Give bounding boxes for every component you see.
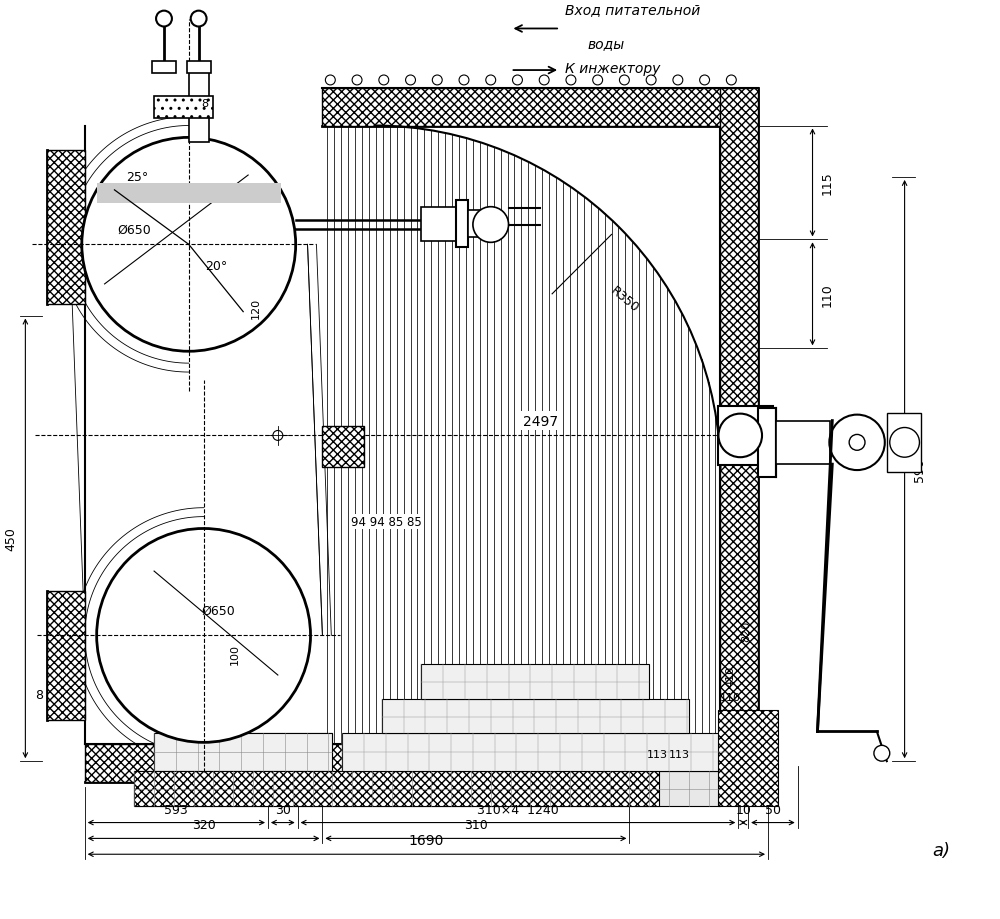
Text: R350: R350 bbox=[608, 284, 641, 315]
Bar bbox=[134, 771, 659, 806]
Text: 320: 320 bbox=[192, 819, 215, 832]
Circle shape bbox=[646, 76, 656, 85]
Circle shape bbox=[82, 138, 296, 352]
Circle shape bbox=[874, 745, 890, 761]
Circle shape bbox=[566, 76, 576, 85]
Text: 110: 110 bbox=[820, 283, 833, 306]
Text: Ø650: Ø650 bbox=[117, 223, 151, 237]
Circle shape bbox=[156, 12, 172, 28]
Text: 30: 30 bbox=[275, 803, 291, 816]
Bar bbox=[189, 64, 209, 143]
Circle shape bbox=[718, 414, 762, 458]
Bar bbox=[47, 151, 85, 304]
Text: 450: 450 bbox=[4, 527, 17, 550]
Text: Вход питательной: Вход питательной bbox=[565, 4, 700, 17]
Circle shape bbox=[890, 428, 919, 458]
Bar bbox=[47, 591, 85, 720]
Bar bbox=[187, 62, 211, 74]
Circle shape bbox=[325, 76, 335, 85]
Bar bbox=[134, 771, 720, 806]
Bar bbox=[776, 421, 830, 465]
Bar bbox=[154, 733, 332, 771]
Text: 593: 593 bbox=[164, 803, 188, 816]
Circle shape bbox=[829, 415, 885, 471]
Bar bbox=[342, 733, 728, 771]
Circle shape bbox=[432, 76, 442, 85]
Circle shape bbox=[849, 435, 865, 451]
Bar bbox=[718, 406, 773, 466]
Circle shape bbox=[191, 12, 207, 28]
Text: 50: 50 bbox=[765, 803, 781, 816]
Bar bbox=[85, 744, 758, 782]
Circle shape bbox=[352, 76, 362, 85]
Text: воды: воды bbox=[588, 38, 625, 51]
Text: 2497: 2497 bbox=[523, 414, 558, 428]
Text: 310×4  1240: 310×4 1240 bbox=[477, 803, 559, 816]
Text: Ø650: Ø650 bbox=[202, 605, 235, 618]
Circle shape bbox=[459, 76, 469, 85]
Text: 100: 100 bbox=[230, 643, 240, 664]
Bar bbox=[322, 426, 364, 468]
Circle shape bbox=[379, 76, 389, 85]
Circle shape bbox=[593, 76, 603, 85]
Bar bbox=[421, 664, 649, 699]
Text: 94 94 85 85: 94 94 85 85 bbox=[351, 516, 422, 528]
Text: 25°: 25° bbox=[126, 171, 148, 184]
Text: 310: 310 bbox=[464, 819, 488, 832]
Text: 1690: 1690 bbox=[409, 834, 444, 847]
Bar bbox=[97, 184, 281, 203]
Circle shape bbox=[539, 76, 549, 85]
Text: 113: 113 bbox=[668, 749, 689, 759]
Bar bbox=[718, 709, 778, 806]
Text: 820: 820 bbox=[741, 620, 751, 641]
Bar bbox=[154, 733, 332, 771]
Text: а): а) bbox=[932, 842, 950, 859]
Text: 20°: 20° bbox=[205, 260, 228, 273]
Text: 120: 120 bbox=[251, 297, 261, 318]
Circle shape bbox=[406, 76, 415, 85]
Text: 113: 113 bbox=[647, 749, 668, 759]
Bar bbox=[382, 699, 689, 733]
Text: 410: 410 bbox=[725, 664, 735, 686]
Bar bbox=[322, 89, 758, 127]
Circle shape bbox=[673, 76, 683, 85]
Circle shape bbox=[97, 529, 311, 743]
Bar bbox=[758, 408, 776, 478]
Bar bbox=[456, 200, 468, 248]
Circle shape bbox=[273, 431, 283, 441]
Bar bbox=[887, 414, 921, 472]
Text: 115: 115 bbox=[820, 171, 833, 195]
Text: 110: 110 bbox=[720, 692, 741, 702]
Circle shape bbox=[619, 76, 629, 85]
Bar bbox=[720, 89, 758, 744]
Circle shape bbox=[700, 76, 710, 85]
Text: 10: 10 bbox=[735, 803, 751, 816]
Circle shape bbox=[473, 208, 509, 244]
Bar bbox=[152, 62, 176, 74]
Text: 8: 8 bbox=[202, 98, 209, 108]
Circle shape bbox=[486, 76, 496, 85]
Text: К инжектору: К инжектору bbox=[565, 62, 660, 76]
Text: 8: 8 bbox=[35, 688, 43, 701]
Circle shape bbox=[726, 76, 736, 85]
Bar bbox=[468, 210, 498, 238]
Text: 400: 400 bbox=[820, 424, 833, 448]
Bar bbox=[421, 208, 456, 242]
Text: 590: 590 bbox=[913, 458, 926, 482]
Circle shape bbox=[513, 76, 522, 85]
Bar bbox=[154, 96, 213, 119]
